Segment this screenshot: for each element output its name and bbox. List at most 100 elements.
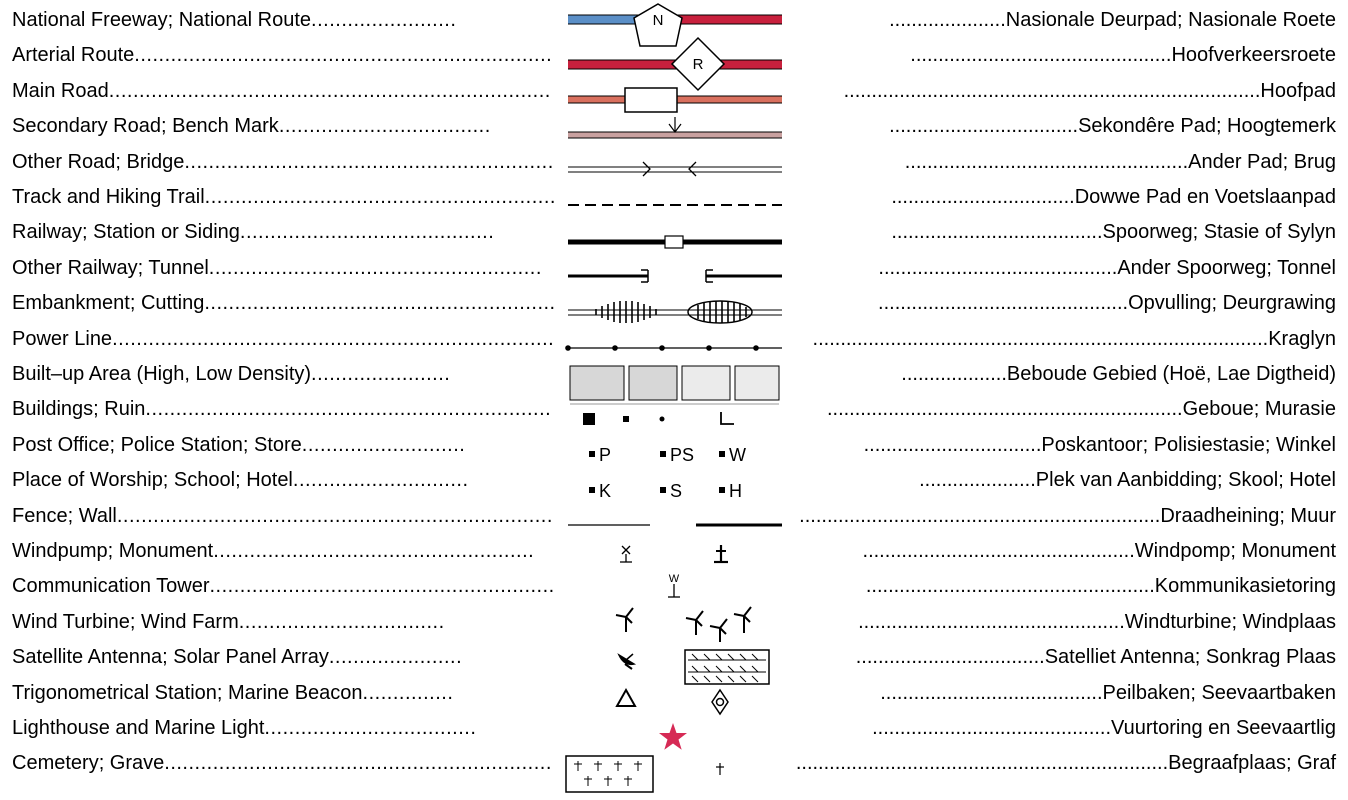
- leader-dots: ...................................: [278, 115, 491, 137]
- secondary-road-symbol: [568, 117, 782, 139]
- other-railway-symbol: [568, 269, 782, 283]
- label-en-text: Railway; Station or Siding: [12, 221, 240, 243]
- label-en: Lighthouse and Marine Light.............…: [12, 716, 476, 740]
- post-office-police-store-symbol: P PS W: [589, 445, 746, 465]
- label-af-text: Poskantoor; Polisiestasie; Winkel: [1041, 434, 1336, 456]
- leader-dots: ........................................…: [204, 186, 556, 208]
- trigonometrical-station-symbol: [615, 687, 637, 707]
- label-en-text: Buildings; Ruin: [12, 398, 146, 420]
- label-en: Fence; Wall.............................…: [12, 504, 553, 528]
- national-route-letter: N: [653, 12, 664, 29]
- leader-dots: ........................................…: [812, 328, 1269, 350]
- label-af: .....................Nasionale Deurpad; …: [889, 8, 1336, 32]
- label-af: ........................................…: [858, 610, 1336, 634]
- label-en-text: Wind Turbine; Wind Farm: [12, 611, 239, 633]
- label-af: ........................................…: [813, 327, 1336, 351]
- label-af: ........................................…: [844, 79, 1336, 103]
- label-af: ........................................…: [796, 751, 1336, 775]
- label-en-text: Main Road: [12, 80, 109, 102]
- label-en: Cemetery; Grave.........................…: [12, 751, 552, 775]
- label-en: Communication Tower.....................…: [12, 574, 555, 598]
- leader-dots: .....................: [919, 469, 1036, 491]
- other-road-symbol: [568, 161, 782, 177]
- label-en: Satellite Antenna; Solar Panel Array....…: [12, 645, 462, 669]
- label-en-text: Place of Worship; School; Hotel: [12, 469, 293, 491]
- label-af: ........................................…: [872, 716, 1336, 740]
- leader-dots: ........................................…: [112, 328, 555, 350]
- leader-dots: ...................: [901, 363, 1007, 385]
- wind-turbine-symbol: [615, 607, 634, 632]
- label-af-text: Windturbine; Windplaas: [1124, 611, 1336, 633]
- label-en-text: Embankment; Cutting: [12, 292, 205, 314]
- leader-dots: .............................: [292, 469, 469, 491]
- leader-dots: ........................................…: [843, 80, 1261, 102]
- cemetery-symbol: [565, 755, 654, 793]
- label-en: Main Road...............................…: [12, 79, 551, 103]
- leader-dots: ......................................: [891, 221, 1103, 243]
- label-af-text: Ander Spoorweg; Tonnel: [1117, 257, 1336, 279]
- leader-dots: ........................................…: [208, 257, 542, 279]
- label-af-text: Hoofverkeersroete: [1171, 44, 1336, 66]
- satellite-antenna-symbol: [617, 653, 637, 670]
- label-en: Power Line..............................…: [12, 327, 554, 351]
- svg-text:W: W: [729, 445, 746, 465]
- label-af-text: Spoorweg; Stasie of Sylyn: [1102, 221, 1336, 243]
- label-af-text: Ander Pad; Brug: [1188, 151, 1336, 173]
- label-af: ........................................…: [878, 291, 1336, 315]
- label-en: National Freeway; National Route........…: [12, 8, 456, 32]
- label-af: ........................................…: [827, 397, 1336, 421]
- label-af: ...................Beboude Gebied (Hoë, …: [901, 362, 1336, 386]
- svg-text:P: P: [599, 445, 611, 465]
- label-en: Trigonometrical Station; Marine Beacon..…: [12, 681, 453, 705]
- label-en-text: Built–up Area (High, Low Density): [12, 363, 312, 385]
- leader-dots: ...............: [362, 682, 454, 704]
- leader-dots: ........................................…: [204, 292, 556, 314]
- leader-dots: ........................................…: [184, 151, 554, 173]
- leader-dots: ........................................…: [164, 752, 552, 774]
- label-af: ........................................…: [880, 681, 1336, 705]
- label-en: Track and Hiking Trail..................…: [12, 185, 556, 209]
- leader-dots: ........................................…: [795, 752, 1169, 774]
- label-af-text: Dowwe Pad en Voetslaanpad: [1074, 186, 1336, 208]
- svg-text:PS: PS: [670, 445, 694, 465]
- embankment-cutting-symbol: [568, 300, 782, 324]
- leader-dots: ........................................…: [878, 257, 1118, 279]
- leader-dots: ........................................…: [799, 505, 1161, 527]
- windpump-monument-symbol: [620, 545, 728, 564]
- label-af-text: Peilbaken; Seevaartbaken: [1102, 682, 1337, 704]
- label-en: Embankment; Cutting.....................…: [12, 291, 556, 315]
- wind-farm-symbol: [685, 606, 752, 642]
- leader-dots: ........................................…: [134, 44, 553, 66]
- leader-dots: ........................................…: [872, 717, 1112, 739]
- leader-dots: ........................................…: [116, 505, 553, 527]
- label-en-text: Trigonometrical Station; Marine Beacon: [12, 682, 363, 704]
- label-en-text: Fence; Wall: [12, 505, 117, 527]
- solar-panel-array-symbol: [684, 649, 770, 685]
- label-af: ........................................…: [863, 539, 1336, 563]
- marine-beacon-symbol: [711, 688, 729, 716]
- leader-dots: ........................................…: [108, 80, 551, 102]
- label-en-text: Communication Tower: [12, 575, 210, 597]
- communication-tower-symbol: W: [668, 573, 680, 598]
- label-af-text: Draadheining; Muur: [1160, 505, 1336, 527]
- svg-text:K: K: [599, 481, 611, 501]
- leader-dots: ........................................…: [213, 540, 535, 562]
- label-en: Railway; Station or Siding..............…: [12, 220, 494, 244]
- leader-dots: ........................................…: [904, 151, 1189, 173]
- label-en-text: Secondary Road; Bench Mark: [12, 115, 279, 137]
- label-af: ........................................…: [905, 150, 1336, 174]
- buildings-ruin-symbol: [583, 412, 734, 425]
- label-af-text: Satelliet Antenna; Sonkrag Plaas: [1044, 646, 1336, 668]
- label-en: Secondary Road; Bench Mark..............…: [12, 114, 491, 138]
- label-af: ..................................Satell…: [856, 645, 1336, 669]
- label-af: ......................................Sp…: [891, 220, 1336, 244]
- label-af-text: Vuurtoring en Seevaartlig: [1111, 717, 1336, 739]
- label-en-text: Cemetery; Grave: [12, 752, 165, 774]
- label-af-text: Beboude Gebied (Hoë, Lae Digtheid): [1006, 363, 1336, 385]
- leader-dots: ........................................: [880, 682, 1103, 704]
- label-en-text: Windpump; Monument: [12, 540, 214, 562]
- national-freeway-symbol: N: [568, 3, 782, 47]
- railway-symbol: [568, 235, 782, 249]
- main-road-symbol: [568, 87, 782, 113]
